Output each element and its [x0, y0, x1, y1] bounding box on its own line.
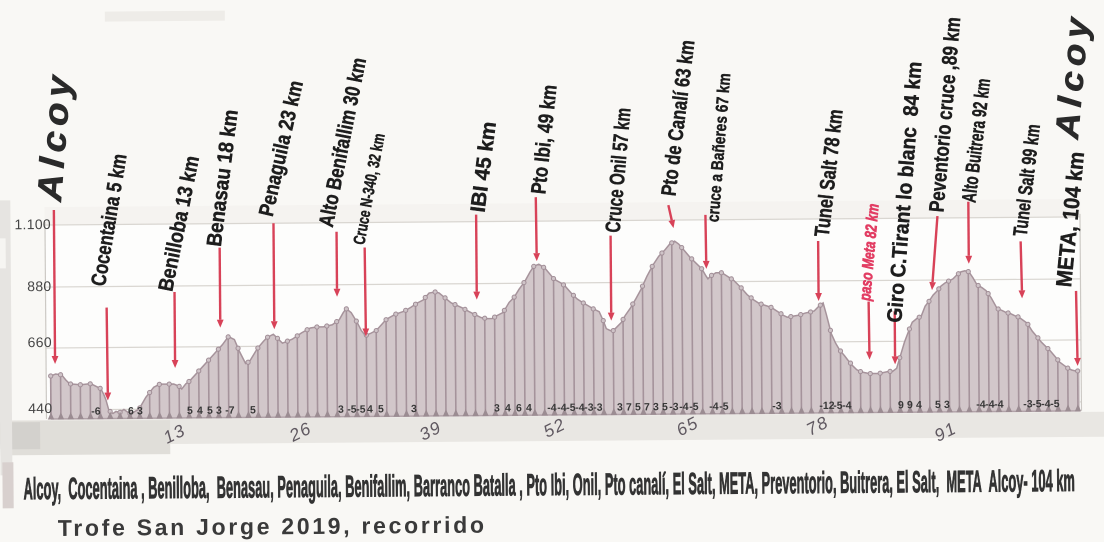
svg-text:4: 4: [505, 402, 511, 414]
svg-text:-5: -5: [1050, 398, 1060, 410]
svg-text:7: 7: [626, 401, 632, 413]
svg-text:-4: -4: [575, 402, 585, 414]
svg-text:-7: -7: [225, 405, 235, 417]
svg-text:-3: -3: [584, 402, 594, 414]
svg-text:4: 4: [197, 405, 203, 417]
svg-text:9: 9: [907, 399, 913, 411]
svg-text:5: 5: [935, 399, 941, 411]
svg-text:660: 660: [28, 334, 52, 350]
svg-text:5: 5: [662, 401, 668, 413]
svg-text:-3: -3: [669, 401, 679, 413]
svg-text:3: 3: [137, 405, 143, 417]
svg-text:5: 5: [207, 405, 213, 417]
svg-text:-5: -5: [689, 401, 699, 413]
svg-text:-4: -4: [842, 400, 852, 412]
svg-text:3: 3: [338, 404, 344, 416]
svg-text:-4: -4: [994, 399, 1004, 411]
svg-text:5: 5: [635, 401, 641, 413]
svg-text:-5: -5: [719, 401, 729, 413]
svg-text:4: 4: [367, 403, 373, 415]
svg-text:7: 7: [644, 401, 650, 413]
svg-text:6: 6: [516, 402, 522, 414]
svg-text:-4: -4: [976, 399, 986, 411]
svg-text:6: 6: [128, 405, 134, 417]
svg-text:-5: -5: [347, 404, 357, 416]
svg-text:-4: -4: [557, 402, 567, 414]
svg-text:-4: -4: [679, 401, 689, 413]
svg-text:440: 440: [28, 400, 52, 416]
svg-text:-5: -5: [1032, 398, 1042, 410]
svg-text:3: 3: [216, 405, 222, 417]
svg-text:-4: -4: [547, 402, 557, 414]
svg-text:3: 3: [617, 402, 623, 414]
svg-text:5: 5: [250, 404, 256, 416]
svg-text:-4: -4: [709, 401, 719, 413]
svg-text:3: 3: [944, 399, 950, 411]
svg-text:-3: -3: [1023, 398, 1033, 410]
svg-text:-3: -3: [772, 400, 782, 412]
svg-text:3: 3: [411, 403, 417, 415]
svg-text:5: 5: [187, 405, 193, 417]
svg-text:4: 4: [526, 402, 532, 414]
svg-text:-5: -5: [833, 400, 843, 412]
svg-text:3: 3: [653, 401, 659, 413]
svg-text:5: 5: [378, 403, 384, 415]
svg-text:-5: -5: [356, 404, 366, 416]
svg-text:-4: -4: [1041, 398, 1051, 410]
svg-text:-6: -6: [91, 406, 101, 418]
svg-text:-5: -5: [566, 402, 576, 414]
svg-text:4: 4: [916, 399, 922, 411]
svg-text:3: 3: [494, 402, 500, 414]
svg-text:9: 9: [898, 399, 904, 411]
svg-text:880: 880: [27, 278, 51, 294]
svg-text:-3: -3: [593, 402, 603, 414]
svg-text:-12: -12: [819, 400, 834, 412]
svg-text:-4: -4: [985, 399, 995, 411]
svg-text:1.100: 1.100: [14, 216, 51, 232]
